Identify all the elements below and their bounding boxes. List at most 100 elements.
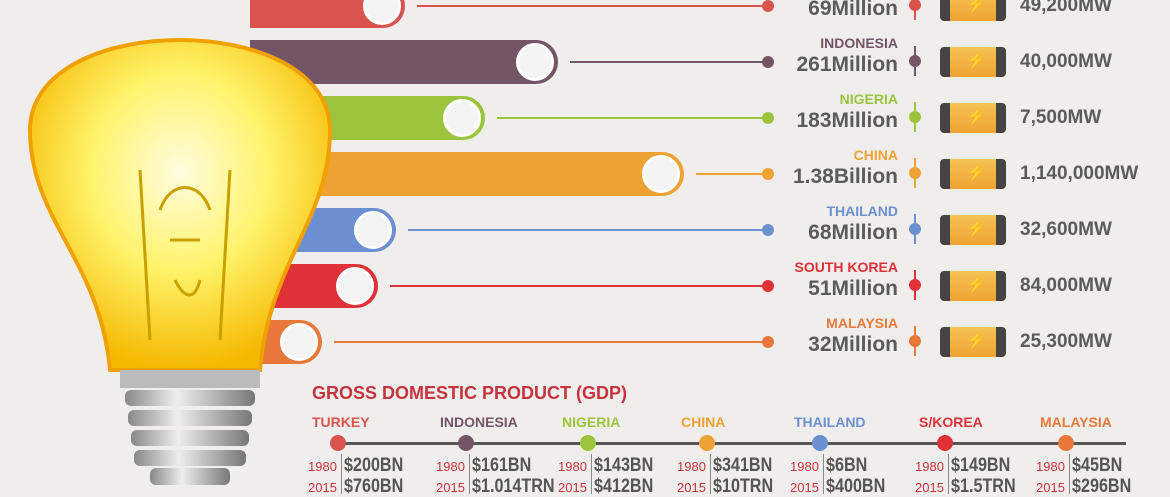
gdp-year: 1980 [677, 459, 706, 474]
population: 68Million [808, 221, 898, 244]
gdp-value-2015: $1.014TRN [472, 476, 555, 497]
gdp-value-1980: $161BN [472, 455, 532, 476]
gdp-year: 2015 [1036, 480, 1065, 495]
country-name: INDONESIA [820, 35, 898, 51]
light-bulb-illustration [27, 38, 333, 485]
country-name: SOUTH KOREA [794, 259, 898, 275]
divider-dot [909, 55, 921, 67]
flag-china-icon [642, 155, 680, 193]
battery-icon: ⚡ [940, 159, 1006, 189]
country-name: MALAYSIA [826, 315, 898, 331]
gdp-country: MALAYSIA [1040, 414, 1112, 430]
power-capacity: 84,000MW [1020, 275, 1112, 296]
connector-dot [762, 280, 774, 292]
gdp-tick [710, 454, 711, 494]
connector-line [497, 117, 768, 119]
gdp-tick [469, 454, 470, 494]
gdp-country: TURKEY [312, 414, 370, 430]
gdp-year: 1980 [308, 459, 337, 474]
gdp-country: INDONESIA [440, 414, 518, 430]
gdp-value-1980: $149BN [951, 455, 1011, 476]
gdp-dot [937, 435, 953, 451]
connector-line [696, 173, 768, 175]
gdp-dot [812, 435, 828, 451]
gdp-year: 2015 [677, 480, 706, 495]
gdp-year: 1980 [1036, 459, 1065, 474]
power-capacity: 7,500MW [1020, 107, 1102, 128]
population: 1.38Billion [792, 165, 898, 188]
battery-icon: ⚡ [940, 271, 1006, 301]
flag-nigeria-icon [443, 99, 481, 137]
connector-line [334, 341, 768, 343]
flag-turkey-icon [363, 0, 401, 25]
gdp-year: 2015 [790, 480, 819, 495]
power-capacity: 49,200MW [1020, 0, 1112, 16]
gdp-tick [591, 454, 592, 494]
connector-dot [762, 0, 774, 12]
population: 261Million [796, 53, 898, 76]
divider-dot [909, 279, 921, 291]
gdp-year: 1980 [915, 459, 944, 474]
population: 51Million [808, 277, 898, 300]
gdp-year: 1980 [436, 459, 465, 474]
flag-south-korea-icon [336, 267, 374, 305]
gdp-value-2015: $400BN [826, 476, 886, 497]
gdp-dot [580, 435, 596, 451]
gdp-year: 2015 [308, 480, 337, 495]
connector-line [570, 61, 768, 63]
divider-dot [909, 335, 921, 347]
battery-icon: ⚡ [940, 215, 1006, 245]
gdp-timeline [338, 442, 1126, 445]
gdp-tick [1069, 454, 1070, 494]
gdp-value-1980: $6BN [826, 455, 868, 476]
gdp-title: GROSS DOMESTIC PRODUCT (GDP) [312, 383, 628, 403]
gdp-value-2015: $760BN [344, 476, 404, 497]
battery-icon: ⚡ [940, 47, 1006, 77]
population: 183Million [796, 109, 898, 132]
connector-line [390, 285, 768, 287]
battery-icon: ⚡ [940, 0, 1006, 21]
gdp-dot [458, 435, 474, 451]
population: 69Million [808, 0, 898, 20]
gdp-value-1980: $45BN [1072, 455, 1123, 476]
country-name: CHINA [853, 147, 898, 163]
battery-icon: ⚡ [940, 103, 1006, 133]
population: 32Million [808, 333, 898, 356]
flag-indonesia-icon [516, 43, 554, 81]
connector-dot [762, 112, 774, 124]
flag-thailand-icon [354, 211, 392, 249]
battery-icon: ⚡ [940, 327, 1006, 357]
divider-dot [909, 167, 921, 179]
connector-dot [762, 336, 774, 348]
bar-turkey [250, 0, 405, 28]
power-capacity: 25,300MW [1020, 331, 1112, 352]
gdp-year: 1980 [790, 459, 819, 474]
divider-dot [909, 111, 921, 123]
gdp-country: CHINA [681, 414, 726, 430]
gdp-country: NIGERIA [562, 414, 621, 430]
gdp-dot [699, 435, 715, 451]
power-capacity: 40,000MW [1020, 51, 1112, 72]
connector-dot [762, 224, 774, 236]
power-capacity: 1,140,000MW [1020, 163, 1139, 184]
divider-dot [909, 223, 921, 235]
gdp-tick [948, 454, 949, 494]
gdp-country: THAILAND [794, 414, 866, 430]
gdp-year: 2015 [558, 480, 587, 495]
gdp-value-2015: $412BN [594, 476, 654, 497]
gdp-value-2015: $1.5TRN [951, 476, 1016, 497]
gdp-year: 2015 [436, 480, 465, 495]
gdp-value-2015: $296BN [1072, 476, 1132, 497]
gdp-dot [1058, 435, 1074, 451]
gdp-year: 1980 [558, 459, 587, 474]
gdp-value-1980: $200BN [344, 455, 404, 476]
gdp-country: S/KOREA [919, 414, 983, 430]
power-capacity: 32,600MW [1020, 219, 1112, 240]
connector-line [417, 5, 768, 7]
gdp-year: 2015 [915, 480, 944, 495]
connector-line [408, 229, 768, 231]
connector-dot [762, 56, 774, 68]
connector-dot [762, 168, 774, 180]
gdp-value-1980: $341BN [713, 455, 773, 476]
flag-malaysia-icon [280, 323, 318, 361]
